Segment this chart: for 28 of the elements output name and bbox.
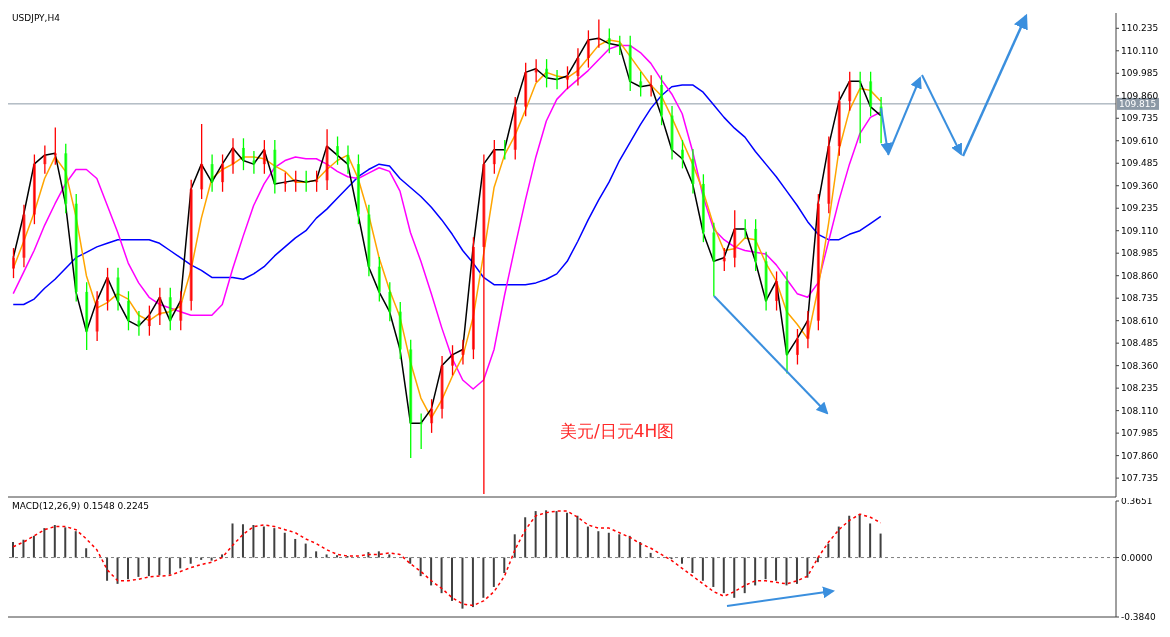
y-tick-label: 109.110 <box>1121 225 1159 236</box>
y-tick-label: -0.3840 <box>1121 612 1157 623</box>
y-tick-label: 109.860 <box>1121 90 1159 101</box>
y-tick-label: 108.985 <box>1121 248 1159 259</box>
y-tick-label: 108.610 <box>1121 315 1159 326</box>
y-tick-label: 109.735 <box>1121 113 1159 124</box>
y-tick-label: 0.0000 <box>1121 552 1153 563</box>
y-tick-label: 108.110 <box>1121 405 1159 416</box>
y-tick-label: 107.985 <box>1121 428 1159 439</box>
chart-title: USDJPY,H4 <box>12 13 60 23</box>
chart-title: MACD(12,26,9) 0.1548 0.2245 <box>12 501 150 511</box>
annotation: 美元/日元4H图 <box>560 420 675 443</box>
y-tick-label: 109.360 <box>1121 180 1159 191</box>
y-tick-label: 108.235 <box>1121 383 1159 394</box>
y-tick-label: 107.735 <box>1121 473 1159 484</box>
y-tick-label: 107.860 <box>1121 450 1159 461</box>
y-tick-label: 110.110 <box>1121 45 1159 56</box>
y-tick-label: 109.610 <box>1121 135 1159 146</box>
y-tick-label: 108.860 <box>1121 270 1159 281</box>
ref-line-label: 109.815 <box>1119 99 1157 110</box>
y-tick-label: 0.3651 <box>1121 496 1153 507</box>
y-tick-label: 109.985 <box>1121 68 1159 79</box>
y-tick-label: 110.235 <box>1121 23 1159 34</box>
y-tick-label: 108.485 <box>1121 338 1159 349</box>
y-tick-label: 109.485 <box>1121 158 1159 169</box>
y-tick-label: 109.235 <box>1121 203 1159 214</box>
y-tick-label: 108.360 <box>1121 360 1159 371</box>
y-tick-label: 108.735 <box>1121 293 1159 304</box>
